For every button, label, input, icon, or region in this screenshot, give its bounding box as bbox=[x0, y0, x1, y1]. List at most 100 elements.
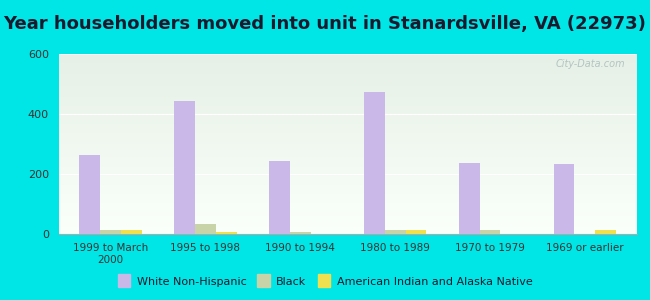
Bar bbox=[58, 117, 637, 119]
Bar bbox=[58, 99, 637, 101]
Bar bbox=[58, 122, 637, 124]
Bar bbox=[58, 182, 637, 184]
Bar bbox=[58, 164, 637, 166]
Bar bbox=[58, 86, 637, 88]
Bar bbox=[554, 164, 575, 234]
Bar bbox=[58, 185, 637, 187]
Bar bbox=[121, 230, 142, 234]
Bar bbox=[58, 103, 637, 104]
Bar bbox=[58, 200, 637, 202]
Bar bbox=[385, 230, 406, 234]
Bar bbox=[58, 209, 637, 211]
Bar bbox=[58, 202, 637, 203]
Bar bbox=[58, 180, 637, 182]
Bar bbox=[58, 220, 637, 221]
Bar bbox=[58, 139, 637, 140]
Bar bbox=[58, 83, 637, 85]
Bar bbox=[58, 167, 637, 169]
Bar bbox=[58, 54, 637, 56]
Bar bbox=[58, 67, 637, 68]
Bar bbox=[58, 225, 637, 227]
Bar bbox=[58, 160, 637, 162]
Bar bbox=[58, 121, 637, 122]
Bar bbox=[58, 175, 637, 176]
Bar bbox=[58, 193, 637, 194]
Bar bbox=[58, 119, 637, 121]
Bar bbox=[79, 155, 100, 234]
Bar bbox=[58, 108, 637, 110]
Bar bbox=[58, 137, 637, 139]
Bar bbox=[58, 187, 637, 189]
Bar bbox=[58, 169, 637, 171]
Bar bbox=[459, 163, 480, 234]
Bar bbox=[58, 77, 637, 79]
Bar bbox=[58, 184, 637, 185]
Text: Year householders moved into unit in Stanardsville, VA (22973): Year householders moved into unit in Sta… bbox=[3, 15, 647, 33]
Bar bbox=[58, 191, 637, 193]
Bar bbox=[58, 232, 637, 234]
Bar bbox=[58, 130, 637, 131]
Bar bbox=[58, 126, 637, 128]
Bar bbox=[58, 92, 637, 94]
Bar bbox=[58, 133, 637, 135]
Bar bbox=[58, 151, 637, 153]
Bar bbox=[58, 198, 637, 200]
Bar bbox=[58, 113, 637, 115]
Bar bbox=[595, 230, 616, 234]
Bar bbox=[58, 81, 637, 83]
Bar bbox=[58, 203, 637, 205]
Bar bbox=[406, 230, 426, 234]
Bar bbox=[58, 221, 637, 223]
Bar bbox=[58, 88, 637, 90]
Bar bbox=[100, 230, 121, 234]
Bar bbox=[58, 218, 637, 220]
Bar bbox=[58, 106, 637, 108]
Bar bbox=[58, 212, 637, 214]
Bar bbox=[58, 157, 637, 158]
Bar bbox=[58, 176, 637, 178]
Bar bbox=[480, 230, 500, 234]
Bar bbox=[174, 101, 195, 234]
Bar bbox=[58, 194, 637, 196]
Bar bbox=[58, 72, 637, 74]
Bar bbox=[58, 144, 637, 146]
Bar bbox=[58, 230, 637, 232]
Bar bbox=[58, 74, 637, 76]
Bar bbox=[195, 224, 216, 234]
Bar bbox=[58, 214, 637, 216]
Bar bbox=[58, 110, 637, 112]
Bar bbox=[58, 162, 637, 164]
Bar bbox=[58, 79, 637, 81]
Bar bbox=[216, 232, 237, 234]
Bar bbox=[58, 229, 637, 230]
Bar bbox=[269, 161, 290, 234]
Bar bbox=[58, 140, 637, 142]
Bar bbox=[58, 131, 637, 133]
Bar bbox=[58, 65, 637, 67]
Bar bbox=[58, 94, 637, 95]
Bar bbox=[58, 142, 637, 144]
Bar bbox=[58, 97, 637, 99]
Bar bbox=[58, 171, 637, 173]
Bar bbox=[58, 223, 637, 225]
Bar bbox=[58, 166, 637, 167]
Bar bbox=[58, 196, 637, 198]
Bar bbox=[58, 155, 637, 157]
Bar bbox=[58, 205, 637, 207]
Bar bbox=[58, 227, 637, 229]
Bar bbox=[58, 76, 637, 77]
Bar bbox=[58, 56, 637, 58]
Bar bbox=[58, 124, 637, 126]
Text: City-Data.com: City-Data.com bbox=[556, 59, 625, 69]
Bar bbox=[58, 112, 637, 113]
Bar bbox=[58, 115, 637, 117]
Bar bbox=[58, 158, 637, 160]
Bar bbox=[58, 173, 637, 175]
Legend: White Non-Hispanic, Black, American Indian and Alaska Native: White Non-Hispanic, Black, American Indi… bbox=[113, 271, 537, 291]
Bar bbox=[58, 104, 637, 106]
Bar bbox=[58, 178, 637, 180]
Bar bbox=[58, 101, 637, 103]
Bar bbox=[58, 58, 637, 59]
Bar bbox=[58, 70, 637, 72]
Bar bbox=[58, 61, 637, 63]
